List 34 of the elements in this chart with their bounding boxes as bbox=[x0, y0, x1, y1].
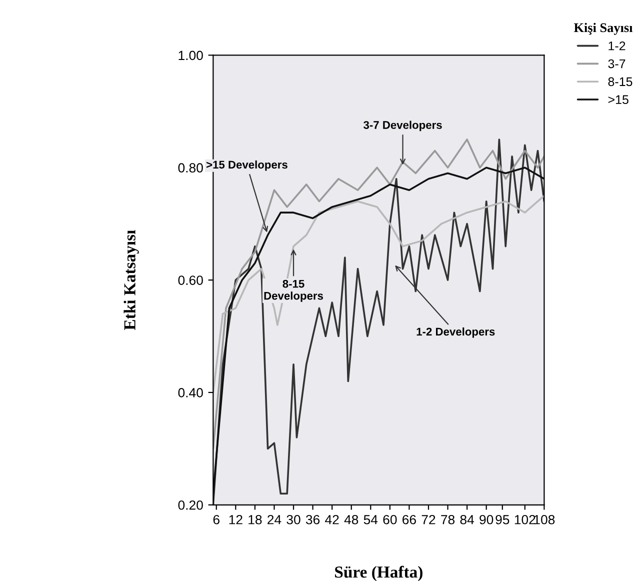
y-tick-label: 0.80 bbox=[178, 163, 203, 173]
annotation: >15 Developers bbox=[206, 160, 288, 171]
x-tick-label: 54 bbox=[364, 515, 378, 524]
annotation: 3-7 Developers bbox=[364, 120, 442, 132]
y-tick-label: 0.20 bbox=[178, 500, 203, 510]
legend-label: >15 bbox=[608, 95, 628, 104]
x-tick-label: 6 bbox=[213, 514, 220, 524]
x-tick-label: 84 bbox=[460, 514, 474, 524]
y-tick-label: 1.00 bbox=[178, 50, 203, 60]
x-tick-label: 60 bbox=[383, 514, 397, 524]
annotation: 8-15 Developers bbox=[264, 280, 324, 302]
y-axis-title: Etki Katsayısı bbox=[124, 230, 139, 330]
x-tick-label: 78 bbox=[441, 514, 455, 524]
legend-label: 1-2 bbox=[608, 41, 626, 50]
y-tick-label: 0.60 bbox=[178, 276, 203, 285]
x-tick-label: 30 bbox=[286, 514, 300, 524]
x-tick-label: 36 bbox=[306, 514, 320, 524]
x-tick-label: 66 bbox=[402, 514, 416, 524]
legend-label: 3-7 bbox=[608, 59, 626, 68]
x-tick-label: 108 bbox=[534, 514, 555, 524]
y-tick-label: 0.40 bbox=[178, 388, 203, 398]
x-tick-label: 42 bbox=[325, 514, 339, 524]
x-tick-label: 24 bbox=[268, 514, 282, 524]
legend-label: 8-15 bbox=[608, 77, 632, 86]
x-tick-label: 90 bbox=[480, 514, 494, 524]
x-tick-label: 72 bbox=[422, 514, 436, 524]
x-tick-label: 95 bbox=[496, 514, 510, 524]
legend-title: Kişi Sayısı bbox=[574, 22, 633, 35]
x-tick-label: 12 bbox=[229, 514, 242, 524]
x-tick-label: 18 bbox=[248, 514, 262, 524]
x-tick-label: 48 bbox=[344, 514, 358, 524]
x-tick-label: 102 bbox=[514, 514, 536, 524]
annotation: 1-2 Developers bbox=[416, 327, 495, 338]
x-axis-title: Süre (Hafta) bbox=[335, 566, 422, 581]
